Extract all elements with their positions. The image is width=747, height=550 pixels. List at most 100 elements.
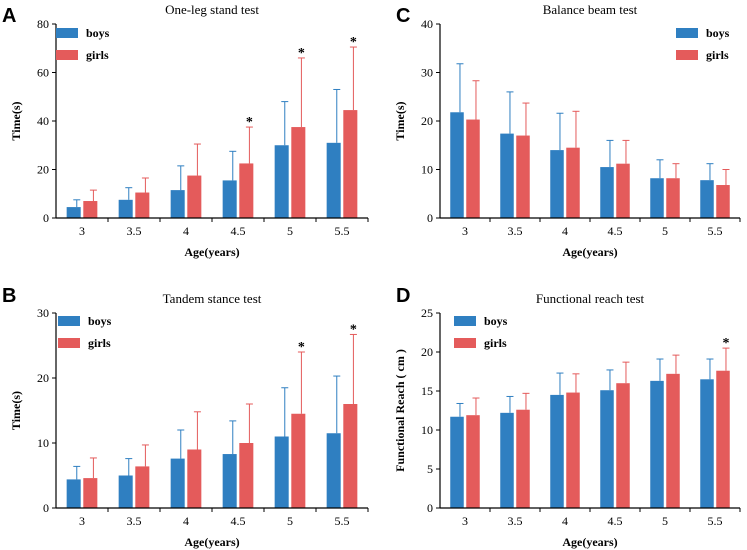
x-tick-label: 3 bbox=[462, 224, 468, 238]
bar-girls-5.5 bbox=[343, 110, 358, 218]
legend-swatch-girls bbox=[676, 50, 698, 60]
x-tick-label: 4.5 bbox=[608, 514, 623, 528]
bar-girls-3.5 bbox=[135, 192, 150, 218]
y-axis-label: Time(s) bbox=[9, 391, 23, 430]
chart-panel-d: D Functional reach test * 0 5 10 15 20 25 3 3.5 4 4.… bbox=[393, 285, 741, 549]
bar-girls-3.5 bbox=[516, 135, 530, 218]
bar-girls-3 bbox=[83, 478, 98, 508]
bar-girls-5 bbox=[291, 413, 306, 508]
x-tick-label: 3.5 bbox=[508, 514, 523, 528]
x-tick-label: 5.5 bbox=[708, 514, 723, 528]
x-tick-label: 5 bbox=[287, 224, 293, 238]
bar-boys-3.5 bbox=[500, 133, 514, 218]
y-tick-label: 25 bbox=[421, 306, 433, 320]
legend-swatch-girls bbox=[454, 338, 476, 348]
x-tick-label: 5.5 bbox=[335, 224, 350, 238]
y-axis-label: Functional Reach ( cm ) bbox=[393, 349, 407, 472]
legend-label-girls: girls bbox=[86, 48, 109, 62]
bar-girls-5.5 bbox=[716, 185, 730, 218]
bar-girls-5 bbox=[666, 178, 680, 218]
x-tick-label: 4 bbox=[183, 514, 189, 528]
y-tick-label: 30 bbox=[421, 66, 433, 80]
bar-boys-3.5 bbox=[500, 412, 514, 508]
legend-label-boys: boys bbox=[88, 314, 112, 328]
x-tick-label: 3.5 bbox=[127, 224, 142, 238]
bar-boys-5 bbox=[274, 436, 289, 508]
legend-swatch-boys bbox=[58, 316, 80, 326]
y-tick-label: 40 bbox=[37, 114, 49, 128]
legend-swatch-boys bbox=[676, 28, 698, 38]
x-tick-label: 5 bbox=[287, 514, 293, 528]
bar-girls-3.5 bbox=[516, 409, 530, 508]
bar-boys-5.5 bbox=[700, 379, 714, 508]
y-tick-label: 20 bbox=[37, 163, 49, 177]
chart-title: Functional reach test bbox=[536, 291, 645, 306]
bar-boys-5.5 bbox=[700, 180, 714, 218]
x-axis-label: Age(years) bbox=[562, 245, 617, 259]
x-tick-label: 3.5 bbox=[508, 224, 523, 238]
y-tick-label: 0 bbox=[427, 501, 433, 515]
x-tick-label: 5.5 bbox=[708, 224, 723, 238]
legend-swatch-girls bbox=[58, 338, 80, 348]
x-tick-label: 4 bbox=[562, 224, 568, 238]
bar-boys-3 bbox=[450, 112, 464, 218]
x-tick-label: 4 bbox=[183, 224, 189, 238]
y-tick-label: 80 bbox=[37, 17, 49, 31]
y-tick-label: 10 bbox=[421, 423, 433, 437]
y-tick-label: 0 bbox=[43, 501, 49, 515]
significance-mark-5: * bbox=[298, 46, 305, 61]
bar-girls-3 bbox=[466, 119, 480, 218]
y-tick-label: 0 bbox=[427, 211, 433, 225]
significance-mark-4.5: * bbox=[246, 115, 253, 130]
y-tick-label: 10 bbox=[37, 436, 49, 450]
bar-girls-3 bbox=[466, 415, 480, 508]
legend-label-girls: girls bbox=[484, 336, 507, 350]
significance-mark-5: * bbox=[298, 340, 305, 355]
legend-swatch-girls bbox=[56, 50, 78, 60]
bar-girls-3 bbox=[83, 201, 98, 218]
panel-letter: D bbox=[396, 285, 410, 307]
bar-boys-4 bbox=[550, 150, 564, 218]
bar-girls-4.5 bbox=[616, 383, 630, 508]
y-tick-label: 40 bbox=[421, 17, 433, 31]
bar-boys-5.5 bbox=[326, 142, 341, 218]
panel-letter: B bbox=[2, 285, 16, 307]
bar-girls-5.5 bbox=[716, 370, 730, 508]
bar-girls-5 bbox=[666, 373, 680, 508]
bar-boys-4 bbox=[550, 394, 564, 508]
chart-panel-b: B Tandem stance test * * 0 10 20 30 3 3.5 4 4.5 5 5.5… bbox=[2, 285, 369, 549]
bar-boys-5 bbox=[650, 380, 664, 508]
x-axis-label: Age(years) bbox=[184, 245, 239, 259]
chart-title: Tandem stance test bbox=[163, 291, 262, 306]
bar-boys-5 bbox=[650, 178, 664, 218]
x-tick-label: 3 bbox=[79, 514, 85, 528]
x-tick-label: 4.5 bbox=[231, 514, 246, 528]
x-tick-label: 4.5 bbox=[231, 224, 246, 238]
chart-title: One-leg stand test bbox=[165, 2, 259, 17]
bar-girls-5.5 bbox=[343, 404, 358, 508]
bar-girls-5 bbox=[291, 127, 306, 218]
bar-boys-3 bbox=[450, 416, 464, 508]
x-axis-label: Age(years) bbox=[184, 535, 239, 549]
significance-mark-5.5: * bbox=[350, 35, 357, 50]
bar-girls-4.5 bbox=[239, 163, 254, 218]
x-tick-label: 4.5 bbox=[608, 224, 623, 238]
significance-mark-5.5: * bbox=[350, 322, 357, 337]
bar-boys-5 bbox=[274, 145, 289, 218]
significance-mark-5.5: * bbox=[722, 336, 729, 351]
y-tick-label: 0 bbox=[43, 211, 49, 225]
x-tick-label: 5 bbox=[662, 514, 668, 528]
y-tick-label: 20 bbox=[37, 371, 49, 385]
bar-boys-4 bbox=[170, 458, 185, 508]
y-axis-label: Time(s) bbox=[9, 101, 23, 140]
bar-boys-4.5 bbox=[222, 454, 237, 508]
bar-girls-4 bbox=[566, 147, 580, 218]
chart-title: Balance beam test bbox=[543, 2, 638, 17]
y-tick-label: 5 bbox=[427, 462, 433, 476]
bar-girls-4.5 bbox=[616, 163, 630, 218]
x-axis-label: Age(years) bbox=[562, 535, 617, 549]
bar-girls-3.5 bbox=[135, 466, 150, 508]
legend-label-girls: girls bbox=[706, 48, 729, 62]
bar-boys-5.5 bbox=[326, 433, 341, 508]
